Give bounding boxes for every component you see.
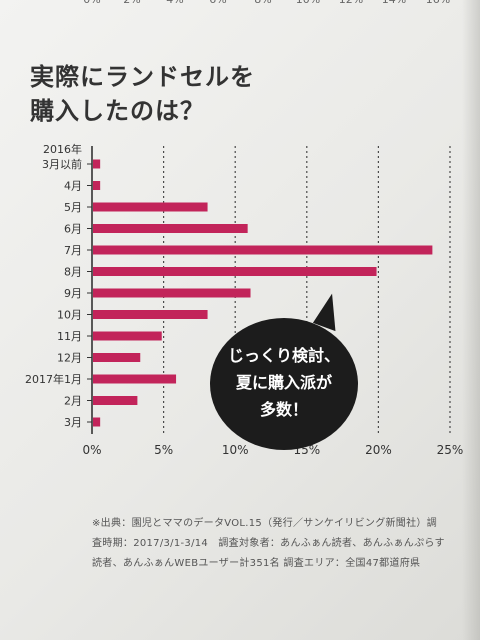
top-tick-label: 0% [83, 0, 100, 6]
bar [93, 245, 433, 255]
top-tick-label: 8% [254, 0, 271, 6]
bar [93, 159, 101, 169]
top-tick-label: 16% [426, 0, 450, 6]
previous-chart-axis-ticks: 0% 2% 4% 6% 8% 10% 12% 14% 16% [0, 0, 480, 7]
bubble-line-1: じっくり検討、 [227, 346, 340, 365]
bar [93, 310, 208, 319]
bar [93, 417, 101, 427]
chart-title: 実際にランドセルを 購入したのは？ [30, 60, 255, 128]
category-label: 2016年 [43, 142, 82, 156]
source-note: ※出典：園児とママのデータVOL.15（発行／サンケイリビング新聞社）調 査時期… [92, 514, 462, 574]
top-tick-label: 10% [296, 0, 320, 6]
bar [93, 202, 208, 212]
bar [93, 224, 248, 233]
chart-title-line-1: 実際にランドセルを [30, 63, 255, 91]
bubble-line-2: 夏に購入派が [235, 373, 332, 392]
source-line-2: 査時期：2017/3/1-3/14 調査対象者：あんふぁん読者、あんふぁんぷらす [92, 538, 445, 549]
x-tick-label: 25% [437, 443, 464, 457]
top-tick-label: 6% [209, 0, 226, 6]
top-tick-label: 12% [339, 0, 363, 6]
bar [93, 288, 251, 298]
category-label: 3月以前 [42, 157, 82, 171]
bar [93, 353, 141, 362]
x-tick-label: 10% [222, 443, 249, 457]
x-tick-label: 0% [82, 443, 101, 457]
top-tick-label: 14% [382, 0, 406, 6]
category-label: 6月 [64, 223, 82, 236]
category-label: 2月 [64, 395, 82, 408]
category-label: 4月 [64, 180, 82, 193]
category-label: 10月 [57, 309, 82, 322]
bubble-line-3: 多数！ [259, 400, 308, 419]
category-label: 9月 [64, 287, 82, 300]
category-label: 11月 [57, 330, 82, 343]
top-tick-label: 4% [166, 0, 183, 6]
category-label: 2017年1月 [25, 372, 82, 386]
source-line-1: ※出典：園児とママのデータVOL.15（発行／サンケイリビング新聞社）調 [92, 518, 437, 529]
chart-title-line-2: 購入したのは？ [30, 97, 205, 125]
x-tick-label: 20% [365, 443, 392, 457]
top-tick-label: 2% [123, 0, 140, 6]
category-label: 3月 [64, 416, 82, 429]
category-label: 7月 [64, 244, 82, 257]
x-tick-label: 5% [154, 443, 173, 457]
bar [93, 331, 162, 341]
bar [93, 374, 177, 384]
category-label: 5月 [64, 201, 82, 214]
category-label: 12月 [57, 352, 82, 365]
page-edge-shadow [462, 0, 480, 640]
source-line-3: 読者、あんふぁんWEBユーザー計351名 調査エリア：全国47都道府県 [92, 558, 421, 569]
bar [93, 396, 138, 405]
bar [93, 181, 101, 190]
speech-bubble: じっくり検討、 夏に購入派が 多数！ [210, 318, 358, 450]
category-label: 8月 [64, 266, 82, 279]
bar [93, 267, 377, 276]
